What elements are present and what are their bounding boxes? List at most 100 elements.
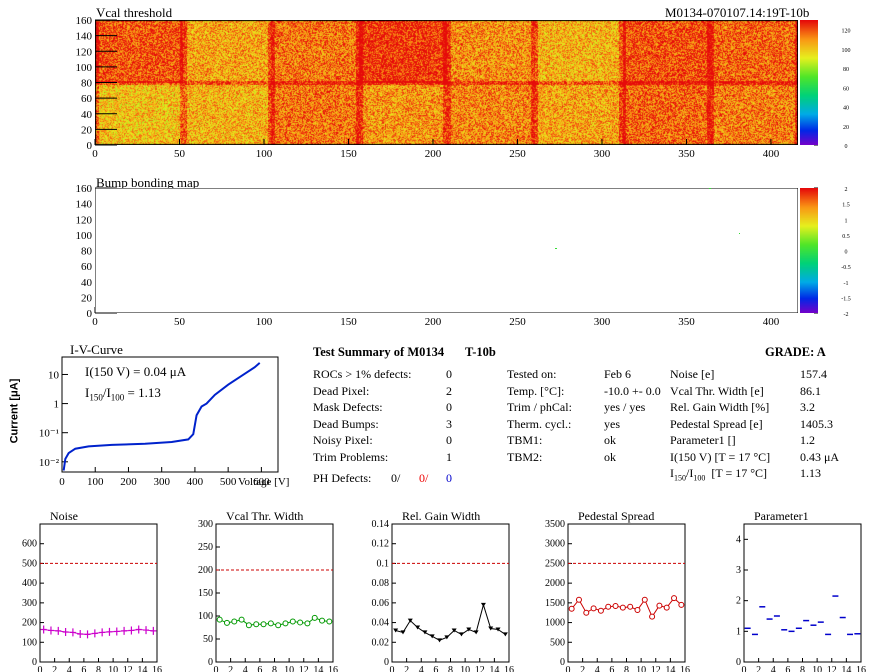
data-point	[451, 628, 457, 633]
small-x-tick-label: 4	[419, 665, 424, 672]
small-x-tick-label: 10	[812, 665, 822, 672]
small-y-tick-label: 300	[22, 598, 37, 609]
summary-mid-label: Temp. [°C]:	[507, 383, 565, 398]
y-tick-label: 160	[76, 183, 93, 195]
small-y-tick-label: 2000	[545, 578, 565, 589]
summary-mid-label: Tested on:	[507, 367, 557, 381]
z-tick-label: 0	[845, 144, 848, 150]
summary-ratio-label: I150/I100 [T = 17 °C]	[670, 465, 770, 487]
series-line	[219, 617, 330, 626]
z-tick-label: 100	[842, 48, 851, 54]
data-point	[304, 620, 311, 627]
data-point	[113, 627, 120, 636]
small-x-tick-label: 16	[328, 665, 338, 672]
series-line	[571, 597, 682, 618]
summary-left-value: 2	[446, 383, 452, 398]
ph-value-0: 0/	[391, 471, 401, 485]
data-point	[422, 630, 428, 635]
y-tick-label: 40	[81, 109, 93, 121]
summary-mid-value: Feb 6	[604, 367, 631, 381]
summary-left-labels: ROCs > 1% defects: Dead Pixel: Mask Defe…	[313, 366, 411, 465]
x-tick-label: 250	[509, 316, 526, 328]
summary-right-values: 157.4 86.1 3.2 1405.3 1.2 0.43 μA 1.13	[800, 366, 839, 482]
z-tick-label: -1.5	[841, 296, 851, 302]
data-point	[62, 628, 69, 637]
small-y-tick-label: 0.12	[372, 539, 390, 550]
data-point	[223, 619, 230, 626]
small-chart-frame	[391, 523, 510, 663]
bump-pixel	[555, 248, 557, 249]
iv-y-tick-label: 1	[54, 399, 60, 411]
data-point	[590, 605, 597, 612]
ph-defects-label: PH Defects:	[313, 471, 372, 485]
small-x-tick-label: 14	[489, 665, 499, 672]
y-tick-label: 60	[81, 261, 93, 273]
small-y-tick-label: 300	[198, 519, 213, 530]
small-y-tick-label: 0.02	[372, 637, 390, 648]
small-x-tick-label: 10	[284, 665, 294, 672]
data-point	[319, 617, 326, 624]
map1-title: Vcal threshold	[96, 5, 173, 20]
data-point	[429, 634, 435, 639]
small-x-tick-label: 4	[595, 665, 600, 672]
x-tick-label: 100	[256, 148, 273, 160]
data-point	[135, 625, 142, 634]
iv-y-tick-label: 10⁻²	[39, 457, 60, 469]
data-point	[282, 620, 289, 627]
summary-mid-value: yes / yes	[604, 400, 646, 414]
data-point	[649, 613, 656, 620]
series-line	[395, 603, 506, 641]
data-point	[488, 626, 494, 631]
small-x-tick-label: 4	[67, 665, 72, 672]
small-y-tick-label: 0.14	[372, 519, 390, 530]
y-tick-label: 140	[76, 199, 93, 211]
data-point	[40, 625, 47, 634]
x-tick-label: 50	[174, 148, 186, 160]
summary-right-label: I(150 V) [T = 17 °C]	[670, 449, 771, 464]
iv-y-tick-label: 10	[48, 369, 60, 381]
small-y-tick-label: 4	[736, 534, 741, 545]
iv-frame	[61, 356, 279, 473]
iv-xlabel: Voltage [V]	[238, 476, 290, 488]
small-x-tick-label: 0	[390, 665, 395, 672]
data-point	[400, 630, 406, 635]
map2-title: Bump bonding map	[96, 175, 200, 190]
small-chart-frame	[39, 523, 158, 663]
data-point	[77, 630, 84, 639]
summary-left-label: Dead Bumps:	[313, 416, 379, 431]
x-tick-label: 50	[174, 316, 186, 328]
small-y-tick-label: 0.04	[372, 618, 390, 629]
z-tick-label: 1	[845, 218, 848, 224]
data-point	[260, 621, 267, 628]
small-x-tick-label: 14	[137, 665, 147, 672]
ph-value-2: 0	[446, 471, 452, 485]
x-tick-label: 200	[425, 148, 442, 160]
summary-left-value: 1	[446, 449, 452, 464]
ratio-sub1: 150	[674, 473, 686, 483]
small-y-tick-label: 3500	[545, 519, 565, 530]
iv-ratio-value: = 1.13	[124, 385, 161, 400]
data-point	[466, 627, 472, 632]
small-y-tick-label: 200	[22, 618, 37, 629]
y-tick-label: 100	[76, 230, 93, 242]
iv-annotation-1: I(150 V) = 0.04 μA	[85, 364, 187, 379]
ph-defects-row: PH Defects:	[313, 470, 371, 487]
small-x-tick-label: 0	[566, 665, 571, 672]
summary-ratio-value: 1.13	[800, 466, 821, 480]
z-tick-label: 40	[843, 106, 849, 112]
z-tick-label: -1	[844, 281, 849, 287]
small-x-tick-label: 6	[609, 665, 614, 672]
small-x-tick-label: 8	[624, 665, 629, 672]
small-x-tick-label: 12	[475, 665, 485, 672]
vcal-color-scale	[800, 20, 818, 145]
summary-left-label: Noisy Pixel:	[313, 433, 373, 447]
x-tick-label: 100	[256, 316, 273, 328]
bump-bonding-map	[95, 188, 798, 313]
iv-ratio-symbol: I	[85, 385, 90, 400]
small-chart-frame	[567, 523, 686, 663]
data-point	[245, 622, 252, 629]
small-y-tick-label: 1500	[545, 598, 565, 609]
y-tick-label: 100	[76, 62, 93, 74]
small-y-tick-label: 1	[736, 626, 741, 637]
small-x-tick-label: 4	[771, 665, 776, 672]
